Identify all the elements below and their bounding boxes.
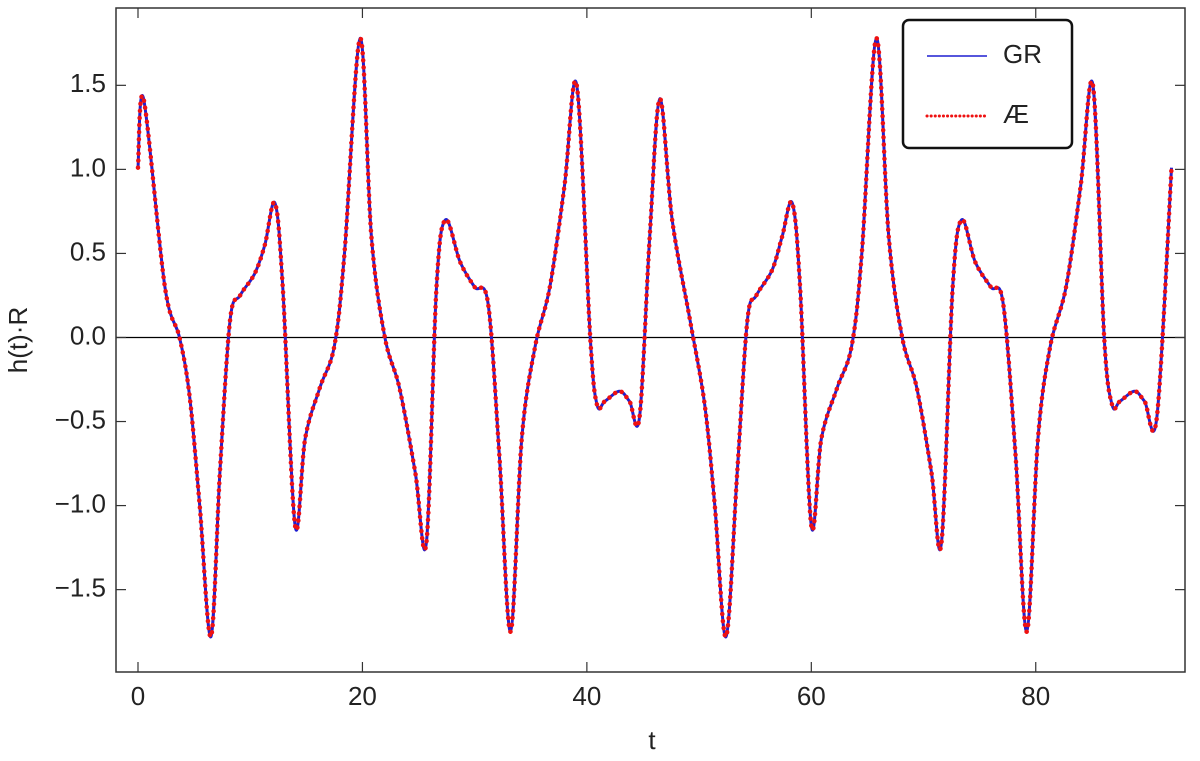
legend-label: GR [1003, 39, 1042, 69]
y-tick-label: −1.5 [55, 573, 106, 603]
legend-label: Æ [1003, 99, 1029, 129]
y-tick-label: 0.5 [70, 236, 106, 266]
plot-frame [115, 7, 1186, 673]
x-tick-label: 80 [1021, 681, 1050, 711]
y-tick-label: 1.5 [70, 68, 106, 98]
y-tick-label: 0.0 [70, 320, 106, 350]
x-tick-label: 60 [797, 681, 826, 711]
y-axis-label: h(t)·R [3, 307, 33, 373]
y-tick-label: −0.5 [55, 404, 106, 434]
y-tick-label: 1.0 [70, 152, 106, 182]
x-axis-label: t [648, 725, 656, 755]
legend-box [901, 18, 1074, 150]
x-tick-label: 0 [131, 681, 145, 711]
series-line [135, 36, 1174, 639]
x-tick-label: 20 [348, 681, 377, 711]
x-tick-label: 40 [572, 681, 601, 711]
y-tick-label: −1.0 [55, 488, 106, 518]
